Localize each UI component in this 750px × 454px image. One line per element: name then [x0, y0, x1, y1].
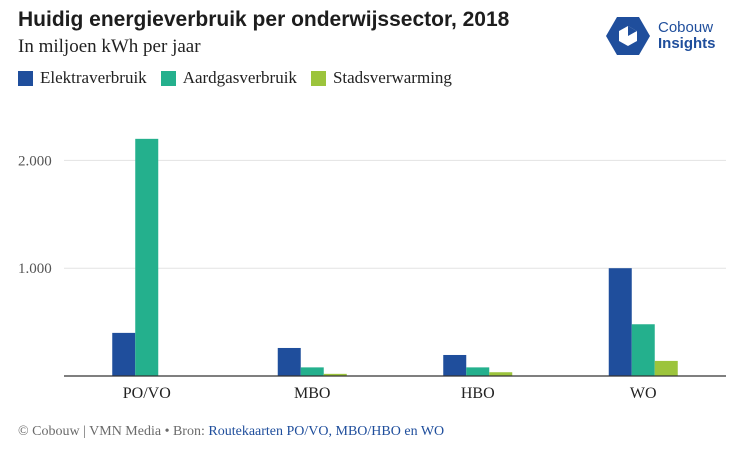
legend-item-elektra: Elektraverbruik [18, 68, 147, 88]
chart-title: Huidig energieverbruik per onderwijssect… [18, 8, 510, 31]
bar-hbo-2 [489, 372, 513, 376]
legend-swatch-stadsverwarming [310, 70, 326, 86]
cobouw-hexagon-icon [606, 17, 650, 55]
x-tick-label-1: MBO [294, 385, 330, 402]
y-tick-label-0: 1.000 [18, 261, 52, 277]
bar-povo-0 [112, 332, 136, 376]
legend-swatch-aardgas [160, 70, 176, 86]
legend-label-stadsverwarming: Stadsverwarming [332, 68, 452, 87]
bar-wo-0 [608, 268, 632, 376]
legend-label-aardgas: Aardgasverbruik [182, 68, 297, 87]
footer-source-link[interactable]: Routekaarten PO/VO, MBO/HBO en WO [208, 424, 445, 439]
cobouw-logo[interactable]: Cobouw Insights [606, 16, 716, 56]
chart-subtitle: In miljoen kWh per jaar [18, 36, 201, 57]
logo-text: Cobouw Insights [658, 20, 716, 52]
footer: © Cobouw | VMN Media • Bron: Routekaarte… [18, 424, 444, 440]
bar-mbo-1 [300, 367, 324, 376]
y-tick-label-1: 2.000 [18, 153, 52, 169]
legend-swatch-elektra [18, 70, 33, 86]
logo-line-1: Cobouw [658, 19, 714, 36]
bar-hbo-0 [443, 354, 467, 376]
bar-wo-1 [631, 324, 655, 376]
chart-legend: Elektraverbruik Aardgasverbruik Stadsver… [18, 68, 466, 88]
footer-credit: © Cobouw | VMN Media • Bron: [18, 424, 209, 439]
bar-mbo-0 [277, 347, 301, 376]
legend-item-aardgas: Aardgasverbruik [160, 68, 297, 88]
logo-line-2: Insights [658, 35, 716, 52]
bar-mbo-2 [323, 373, 347, 376]
bar-hbo-1 [466, 367, 490, 376]
bar-povo-1 [135, 138, 159, 376]
bar-wo-2 [654, 360, 678, 376]
legend-item-stadsverwarming: Stadsverwarming [310, 68, 452, 88]
x-tick-label-2: HBO [461, 385, 495, 402]
legend-label-elektra: Elektraverbruik [40, 68, 147, 87]
x-tick-label-0: PO/VO [123, 385, 171, 402]
x-tick-label-3: WO [630, 385, 657, 402]
